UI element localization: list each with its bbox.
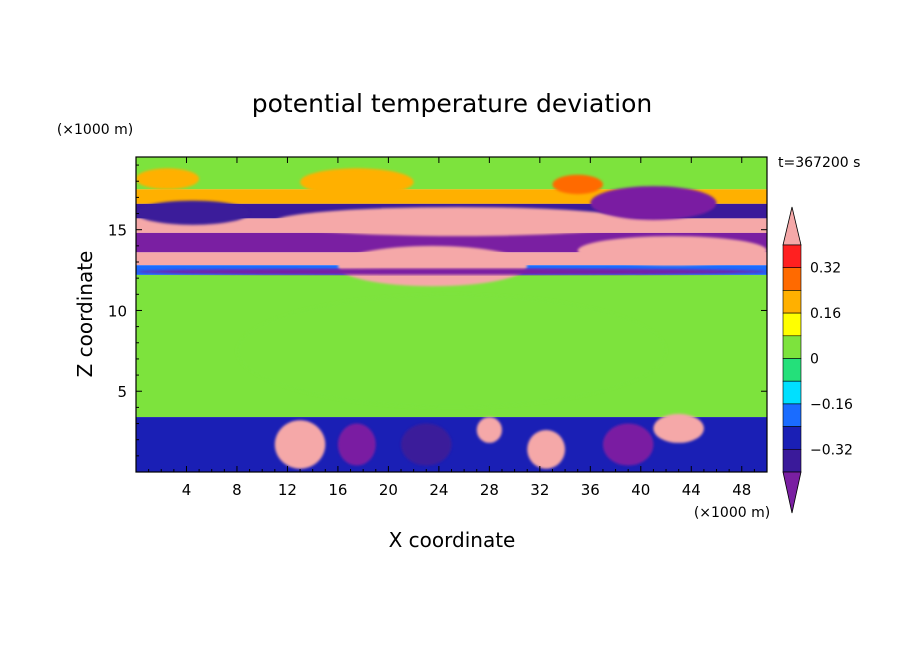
field-feature-15 xyxy=(653,413,704,443)
y-axis-unit: (×1000 m) xyxy=(57,122,133,138)
field-feature-1 xyxy=(337,245,528,287)
x-tick-label: 32 xyxy=(530,481,549,499)
colorbar-tick-label: −0.32 xyxy=(810,442,853,458)
x-tick-label: 12 xyxy=(278,481,297,499)
field-feature-16 xyxy=(476,417,502,443)
x-tick-label: 40 xyxy=(631,481,650,499)
y-tick-label: 10 xyxy=(108,302,127,320)
field-feature-7 xyxy=(590,186,717,221)
x-tick-label: 20 xyxy=(379,481,398,499)
field-feature-3 xyxy=(136,200,250,225)
field-feature-11 xyxy=(527,430,566,469)
colorbar-segment xyxy=(782,358,802,382)
field-feature-6 xyxy=(552,174,603,195)
x-tick-label: 16 xyxy=(328,481,347,499)
x-tick-label: 44 xyxy=(682,481,701,499)
field-feature-5 xyxy=(300,168,414,196)
x-tick-label: 24 xyxy=(429,481,448,499)
y-tick-label: 5 xyxy=(117,383,127,401)
x-axis-unit: (×1000 m) xyxy=(694,505,770,521)
field-feature-4 xyxy=(136,168,200,190)
x-axis-ticks: 4 8 12 16 20 24 28 32 36 40 44 48 xyxy=(148,157,755,499)
y-tick-label: 15 xyxy=(108,222,127,240)
field-feature-2 xyxy=(577,236,767,266)
x-tick-label: 48 xyxy=(732,481,751,499)
x-axis-label: X coordinate xyxy=(389,528,516,552)
colorbar-tick-label: 0.32 xyxy=(810,261,841,277)
field-feature-0 xyxy=(274,207,641,237)
x-tick-label: 8 xyxy=(232,481,242,499)
colorbar-segment xyxy=(782,403,802,427)
colorbar-segment xyxy=(782,380,802,405)
colorbar-tick-label: −0.16 xyxy=(810,397,853,413)
heatmap-field xyxy=(136,157,767,472)
time-label: t=367200 s xyxy=(778,155,860,171)
chart-title: potential temperature deviation xyxy=(252,89,652,118)
colorbar-tick-label: 0.16 xyxy=(810,306,841,322)
colorbar-tick-label: 0 xyxy=(810,352,819,368)
colorbar-segment xyxy=(782,267,802,291)
colorbar-segment xyxy=(782,290,802,314)
x-tick-label: 4 xyxy=(182,481,192,499)
field-feature-8 xyxy=(136,268,767,275)
field-feature-10 xyxy=(274,420,326,469)
y-axis-ticks: 5 10 15 xyxy=(108,164,767,457)
colorbar-segment xyxy=(782,312,802,337)
colorbar-segment xyxy=(782,244,802,269)
field-feature-12 xyxy=(337,423,376,466)
colorbar: 0.32 0.16 0 −0.16 −0.32 xyxy=(782,206,853,514)
y-axis-label: Z coordinate xyxy=(73,251,97,378)
colorbar-upper-extension xyxy=(782,206,802,246)
x-tick-label: 28 xyxy=(480,481,499,499)
colorbar-lower-extension xyxy=(782,471,802,514)
colorbar-segment xyxy=(782,426,802,450)
colorbar-segment xyxy=(782,448,802,473)
field-feature-9 xyxy=(236,294,667,408)
x-tick-label: 36 xyxy=(581,481,600,499)
colorbar-segment xyxy=(782,335,802,359)
field-band-0 xyxy=(136,157,767,190)
field-feature-14 xyxy=(602,423,654,466)
field-feature-13 xyxy=(401,423,452,466)
